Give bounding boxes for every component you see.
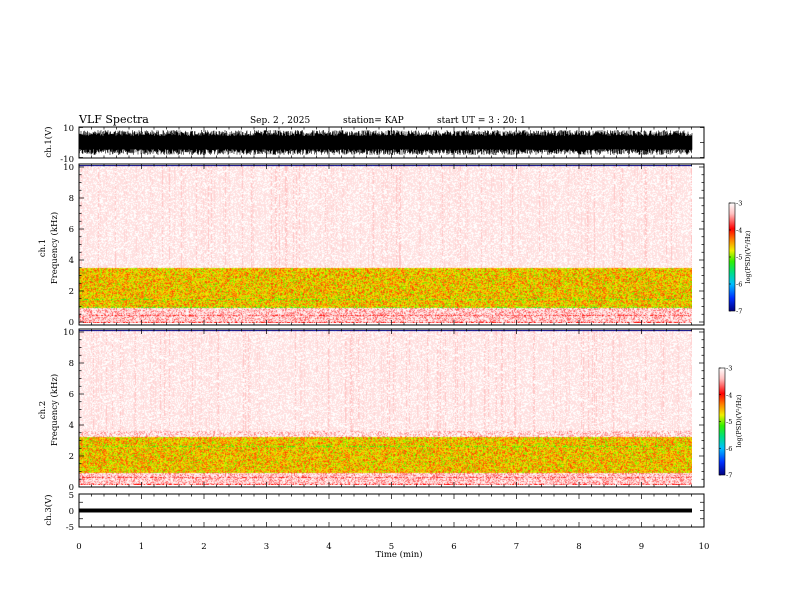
time-tick-label: 9 <box>639 542 644 552</box>
date-label: Sep. 2 , 2025 <box>250 116 310 126</box>
ch1-colorbar-gradient <box>729 203 735 311</box>
ch1-ytick-bottom: -10 <box>60 155 74 165</box>
ch1-spectrogram-y-tick-labels: 0 2 4 6 8 10 <box>63 163 74 328</box>
ch3-ytick-top: 5 <box>69 491 74 501</box>
time-tick-label: 1 <box>139 542 144 552</box>
start-time-label: start UT = 3 : 20: 1 <box>437 116 526 126</box>
ch2-spectrogram-ticks <box>78 329 705 488</box>
time-axis-label: Time (min) <box>375 549 422 560</box>
spec1-ytick-label: 4 <box>69 256 74 266</box>
ch1-colorbar-label: log(PSD)(V²/Hz) <box>744 230 752 283</box>
colorbar-tick-label: -7 <box>726 472 732 480</box>
colorbar-tick-label: -6 <box>726 445 732 453</box>
time-tick-label: 7 <box>514 542 519 552</box>
spec2-ytick-label: 0 <box>69 483 74 493</box>
spec2-ytick-label: 6 <box>69 390 74 400</box>
spec1-ytick-label: 6 <box>69 225 74 235</box>
station-label: station= KAP <box>343 116 404 126</box>
time-tick-label: 8 <box>576 542 581 552</box>
ch1-spectrogram-panel: 0 2 4 6 8 10 ch.1 Frequency (kHz) <box>38 163 705 328</box>
ch1-colorbar: -3 -4 -5 -6 -7 log(PSD)(V²/Hz) <box>728 200 752 316</box>
time-tick-label: 2 <box>201 542 206 552</box>
time-tick-label: 5 <box>389 542 394 552</box>
colorbar-tick-label: -4 <box>736 227 742 235</box>
spec2-ytick-label: 2 <box>69 452 74 462</box>
ch2-spectrogram-image <box>79 330 692 485</box>
ch1-waveform-ylabel: ch.1(V) <box>43 126 54 157</box>
ch3-ytick-middle: 0 <box>69 507 74 517</box>
colorbar-tick-label: -3 <box>726 365 732 373</box>
ch1-colorbar-tick-labels: -3 -4 -5 -6 -7 <box>729 200 742 316</box>
spec1-ytick-label: 2 <box>69 287 74 297</box>
time-tick-label: 10 <box>699 542 710 552</box>
ch3-waveform-ticks <box>78 493 705 528</box>
spec1-ytick-label: 0 <box>69 318 74 328</box>
time-tick-label: 3 <box>264 542 269 552</box>
ch1-spectrogram-ylabel-channel: ch.1 <box>38 239 48 257</box>
ch2-colorbar-gradient <box>719 368 725 475</box>
ch3-waveform-panel: 5 0 -5 ch.3(V) <box>43 491 705 533</box>
spec2-ytick-label: 4 <box>69 421 74 431</box>
ch1-ytick-top: 10 <box>63 124 74 134</box>
ch2-spectrogram-y-tick-labels: 0 2 4 6 8 10 <box>63 328 74 493</box>
colorbar-tick-label: -5 <box>726 418 732 426</box>
ch2-spectrogram-panel: 0 2 4 6 8 10 ch.2 Frequency (kHz) <box>38 328 705 493</box>
ch2-colorbar-label: log(PSD)(V²/Hz) <box>735 394 743 447</box>
spec2-ytick-label: 10 <box>63 328 74 338</box>
colorbar-tick-label: -3 <box>736 200 742 208</box>
colorbar-tick-label: -4 <box>726 391 732 399</box>
ch3-waveform-trace <box>79 508 692 513</box>
ch1-waveform-panel: 10 -10 ch.1(V) <box>43 124 705 165</box>
time-tick-label: 6 <box>451 542 456 552</box>
ch1-spectrogram-ticks <box>78 164 705 325</box>
ch2-colorbar-tick-labels: -3 -4 -5 -6 -7 <box>719 365 732 480</box>
colorbar-tick-label: -7 <box>736 308 742 316</box>
spec1-ytick-label: 10 <box>63 163 74 173</box>
ch3-waveform-ylabel: ch.3(V) <box>43 494 54 525</box>
time-axis-tick-labels: 0 1 2 3 4 5 6 7 8 9 10 <box>76 542 709 552</box>
ch2-colorbar: -3 -4 -5 -6 -7 log(PSD)(V²/Hz) <box>718 365 743 480</box>
colorbar-tick-label: -5 <box>736 254 742 262</box>
ch1-waveform-trace <box>79 130 693 155</box>
ch1-spectrogram-image <box>79 165 692 323</box>
ch3-ytick-bottom: -5 <box>66 523 74 533</box>
time-tick-label: 4 <box>326 542 331 552</box>
spec2-ytick-label: 8 <box>69 359 74 369</box>
figure-title: VLF Spectra <box>78 113 149 126</box>
time-tick-label: 0 <box>76 542 81 552</box>
ch2-spectrogram-ylabel-frequency: Frequency (kHz) <box>49 374 60 446</box>
ch1-spectrogram-ylabel-frequency: Frequency (kHz) <box>49 212 60 284</box>
ch1-waveform-x-ticks <box>78 127 705 158</box>
ch2-spectrogram-ylabel-channel: ch.2 <box>38 401 48 419</box>
spec1-ytick-label: 8 <box>69 194 74 204</box>
colorbar-tick-label: -6 <box>736 281 742 289</box>
